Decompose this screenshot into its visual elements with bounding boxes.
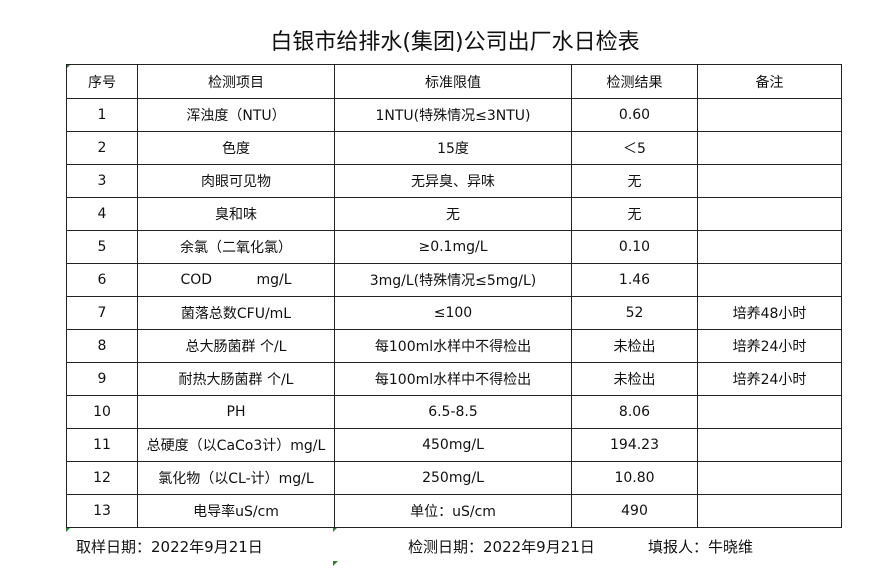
table-cell: 浑浊度（NTU）: [137, 98, 335, 132]
table-cell: 6: [66, 263, 138, 297]
table-cell: 总大肠菌群 个/L: [137, 329, 335, 363]
table-cell: [697, 197, 842, 231]
header-cell: 检测结果: [571, 64, 698, 99]
table-cell: ＜5: [571, 131, 698, 165]
table-cell: [697, 131, 842, 165]
table-cell: 无: [571, 197, 698, 231]
table-cell: 培养24小时: [697, 362, 842, 396]
table-cell: 未检出: [571, 362, 698, 396]
table-cell: 4: [66, 197, 138, 231]
cell-marker: [333, 527, 338, 532]
table-row: 8 总大肠菌群 个/L 每100ml水样中不得检出 未检出 培养24小时: [66, 329, 842, 363]
table-row: 10 PH 6.5-8.5 8.06: [66, 395, 842, 429]
table-cell: [697, 263, 842, 297]
header-cell: 检测项目: [137, 64, 335, 99]
table-cell: 52: [571, 296, 698, 330]
table-cell: 色度: [137, 131, 335, 165]
table-row: 5 余氯（二氧化氯） ≥0.1mg/L 0.10: [66, 230, 842, 264]
table-cell: 臭和味: [137, 197, 335, 231]
table-cell: [697, 164, 842, 198]
table-cell: 无: [334, 197, 572, 231]
table-cell: 未检出: [571, 329, 698, 363]
table-cell: 3: [66, 164, 138, 198]
inspection-table: 序号 检测项目 标准限值 检测结果 备注 1 浑浊度（NTU） 1NTU(特殊情况≤…: [66, 64, 842, 528]
table-cell: 3mg/L(特殊情况≤5mg/L): [334, 263, 572, 297]
page-title: 白银市给排水(集团)公司出厂水日检表: [270, 30, 640, 55]
header-cell: 标准限值: [334, 64, 572, 99]
table-row: 1 浑浊度（NTU） 1NTU(特殊情况≤3NTU) 0.60: [66, 98, 842, 132]
table-cell: 1.46: [571, 263, 698, 297]
table-cell: 0.10: [571, 230, 698, 264]
header-cell: 序号: [66, 64, 138, 99]
sampling-date: 取样日期：2022年9月21日: [76, 538, 263, 556]
table-row: 6 COD mg/L 3mg/L(特殊情况≤5mg/L) 1.46: [66, 263, 842, 297]
table-row: 3 肉眼可见物 无异臭、异味无: [66, 164, 842, 198]
table-cell: 2: [66, 131, 138, 165]
table-cell: [697, 230, 842, 264]
reporter: 填报人：牛晓维: [648, 538, 754, 556]
table-cell: 培养48小时: [697, 296, 842, 330]
table-cell: PH: [137, 395, 335, 429]
table-cell: [697, 494, 842, 528]
table-cell: 8: [66, 329, 138, 363]
table-cell: 490: [571, 494, 698, 528]
table-cell: 电导率uS/cm: [137, 494, 335, 528]
table-cell: 8.06: [571, 395, 698, 429]
table-cell: 总硬度（以CaCo3计）mg/L: [137, 428, 335, 462]
table-cell: 培养24小时: [697, 329, 842, 363]
test-date: 检测日期：2022年9月21日: [408, 538, 595, 556]
table-cell: 450mg/L: [334, 428, 572, 462]
table-cell: [697, 395, 842, 429]
table-cell: 5: [66, 230, 138, 264]
table-row: 13 电导率uS/cm 单位：uS/cm 490: [66, 494, 842, 528]
table-row: 9 耐热大肠菌群 个/L 每100ml水样中不得检出 未检出 培养24小时: [66, 362, 842, 396]
table-row: 12 氯化物（以CL-计）mg/L 250mg/L 10.80: [66, 461, 842, 495]
header-cell: 备注: [697, 64, 842, 99]
table-header-row: 序号 检测项目 标准限值 检测结果 备注: [66, 64, 842, 99]
table-cell: 11: [66, 428, 138, 462]
table-cell: 12: [66, 461, 138, 495]
table-cell: 10: [66, 395, 138, 429]
table-cell: 单位：uS/cm: [334, 494, 572, 528]
table-cell: 氯化物（以CL-计）mg/L: [137, 461, 335, 495]
table-cell: 250mg/L: [334, 461, 572, 495]
table-cell: 10.80: [571, 461, 698, 495]
table-cell: 7: [66, 296, 138, 330]
table-cell: 1: [66, 98, 138, 132]
table-cell: 每100ml水样中不得检出: [334, 329, 572, 363]
table-row: 7 菌落总数CFU/mL ≤100 52 培养48小时: [66, 296, 842, 330]
table-cell: 15度: [334, 131, 572, 165]
table-cell: 13: [66, 494, 138, 528]
table-cell: ≤100: [334, 296, 572, 330]
table-cell: [697, 428, 842, 462]
table-cell: 每100ml水样中不得检出: [334, 362, 572, 396]
table-cell: 菌落总数CFU/mL: [137, 296, 335, 330]
table-cell: 194.23: [571, 428, 698, 462]
table-row: 4 臭和味无无: [66, 197, 842, 231]
table-cell: 肉眼可见物: [137, 164, 335, 198]
table-cell: 1NTU(特殊情况≤3NTU): [334, 98, 572, 132]
table-cell: 0.60: [571, 98, 698, 132]
table-cell: 9: [66, 362, 138, 396]
table-cell: COD mg/L: [137, 263, 335, 297]
table-row: 11 总硬度（以CaCo3计）mg/L 450mg/L 194.23: [66, 428, 842, 462]
table-cell: 6.5-8.5: [334, 395, 572, 429]
cell-marker: [66, 527, 71, 532]
table-cell: [697, 461, 842, 495]
cell-marker: [333, 561, 338, 566]
table-row: 2 色度 15度 ＜5: [66, 131, 842, 165]
table-cell: 耐热大肠菌群 个/L: [137, 362, 335, 396]
table-cell: [697, 98, 842, 132]
table-cell: 无: [571, 164, 698, 198]
table-cell: ≥0.1mg/L: [334, 230, 572, 264]
table-cell: 余氯（二氧化氯）: [137, 230, 335, 264]
table-cell: 无异臭、异味: [334, 164, 572, 198]
